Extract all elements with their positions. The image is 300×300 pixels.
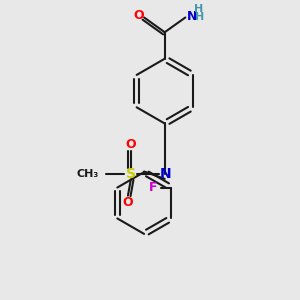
Text: N: N bbox=[160, 167, 171, 181]
Text: N: N bbox=[187, 10, 197, 22]
Text: H: H bbox=[194, 4, 203, 14]
Text: CH₃: CH₃ bbox=[76, 169, 98, 178]
Text: O: O bbox=[134, 9, 144, 22]
Text: H: H bbox=[195, 13, 204, 22]
Text: S: S bbox=[126, 167, 136, 181]
Text: F: F bbox=[149, 181, 158, 194]
Text: O: O bbox=[123, 196, 133, 208]
Text: O: O bbox=[125, 139, 136, 152]
